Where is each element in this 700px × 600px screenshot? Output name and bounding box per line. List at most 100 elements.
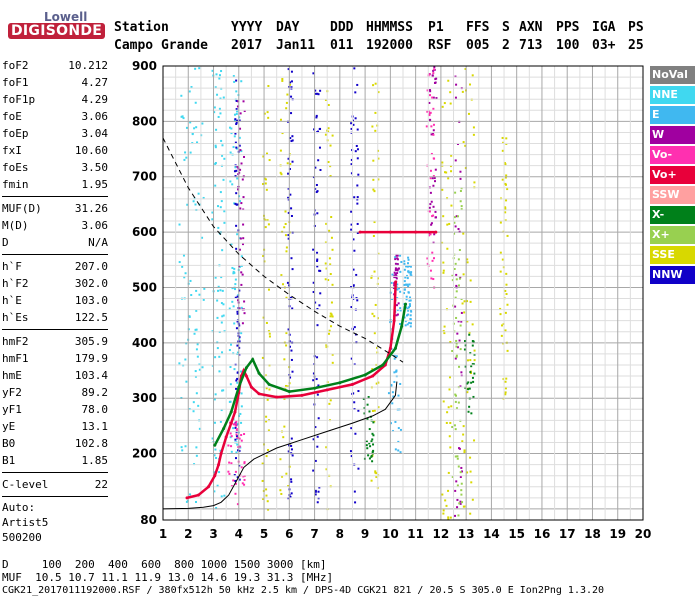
echo-point	[223, 494, 226, 497]
echo-point	[371, 451, 374, 454]
echo-point	[331, 361, 334, 364]
echo-point	[447, 518, 450, 521]
echo-point	[287, 68, 290, 71]
echo-point	[397, 302, 400, 305]
echo-point	[455, 339, 458, 342]
data-point	[388, 230, 392, 234]
echo-point	[432, 133, 435, 136]
echo-point	[202, 298, 205, 301]
echo-point	[330, 236, 333, 239]
echo-point	[195, 348, 198, 351]
echo-point	[373, 221, 376, 224]
x-tick-label: 9	[361, 527, 369, 541]
echo-point	[463, 300, 466, 303]
header-ddd-label: DDD	[330, 20, 354, 35]
param-name: M(D)	[2, 219, 29, 232]
echo-point	[354, 117, 357, 120]
echo-point	[261, 479, 264, 482]
echo-point	[243, 312, 246, 315]
param-name: hmE	[2, 369, 22, 382]
echo-point	[377, 157, 380, 160]
echo-point	[239, 149, 242, 152]
param-row: foF1p 4.29	[2, 92, 108, 109]
echo-point	[261, 356, 264, 359]
echo-point	[461, 470, 464, 473]
echo-point	[396, 257, 399, 260]
divider	[2, 329, 108, 334]
echo-point	[505, 199, 508, 202]
echo-point	[429, 233, 432, 236]
echo-point	[454, 514, 457, 517]
echo-point	[430, 133, 433, 136]
param-row: fxI 10.60	[2, 143, 108, 160]
echo-point	[453, 424, 456, 427]
echo-point	[433, 157, 436, 160]
echo-point	[355, 273, 358, 276]
echo-point	[236, 119, 239, 122]
echo-point	[357, 409, 360, 412]
echo-point	[459, 476, 462, 479]
echo-point	[195, 289, 198, 292]
echo-point	[408, 303, 411, 306]
echo-point	[363, 407, 366, 410]
echo-point	[181, 115, 184, 118]
echo-point	[286, 385, 289, 388]
echo-point	[373, 332, 376, 335]
data-point	[394, 280, 398, 284]
echo-point	[290, 95, 293, 98]
echo-point	[399, 428, 402, 431]
echo-point	[189, 151, 192, 154]
echo-point	[285, 250, 288, 253]
echo-point	[432, 278, 435, 281]
echo-point	[366, 417, 369, 420]
echo-point	[233, 322, 236, 325]
echo-point	[220, 409, 223, 412]
echo-point	[328, 257, 331, 260]
echo-point	[504, 329, 507, 332]
echo-point	[198, 368, 201, 371]
echo-point	[331, 248, 334, 251]
echo-point	[454, 455, 457, 458]
echo-point	[220, 276, 223, 279]
grid	[163, 66, 643, 520]
echo-point	[231, 183, 234, 186]
echo-point	[432, 72, 435, 75]
echo-point	[314, 489, 317, 492]
echo-point	[316, 356, 319, 359]
echo-point	[406, 262, 409, 265]
param-row: MUF(D) 31.26	[2, 201, 108, 218]
echo-point	[372, 443, 375, 446]
echo-point	[239, 207, 242, 210]
echo-point	[357, 390, 360, 393]
echo-point	[243, 461, 246, 464]
echo-point	[313, 128, 316, 131]
echo-point	[460, 205, 463, 208]
echo-point	[504, 163, 507, 166]
echo-point	[183, 276, 186, 279]
echo-point	[314, 490, 317, 493]
echo-point	[391, 273, 394, 276]
echo-point	[432, 132, 435, 135]
echo-point	[284, 210, 287, 213]
echo-point	[354, 91, 357, 94]
echo-point	[219, 191, 222, 194]
echo-point	[312, 291, 315, 294]
echo-point	[408, 265, 411, 268]
echo-point	[196, 355, 199, 358]
echo-point	[470, 365, 473, 368]
echo-point	[446, 247, 449, 250]
echo-point	[466, 391, 469, 394]
param-value: 10.212	[68, 59, 108, 72]
param-value: 10.60	[74, 144, 108, 157]
echo-point	[262, 255, 265, 258]
echo-point	[281, 475, 284, 478]
param-row: foEp 3.04	[2, 126, 108, 143]
x-tick-label: 19	[609, 527, 626, 541]
echo-point	[434, 180, 437, 183]
echo-point	[396, 288, 399, 291]
echo-point	[454, 489, 457, 492]
y-tick-label: 500	[132, 280, 157, 294]
echo-point	[504, 311, 507, 314]
echo-point	[356, 128, 359, 131]
echo-point	[317, 417, 320, 420]
